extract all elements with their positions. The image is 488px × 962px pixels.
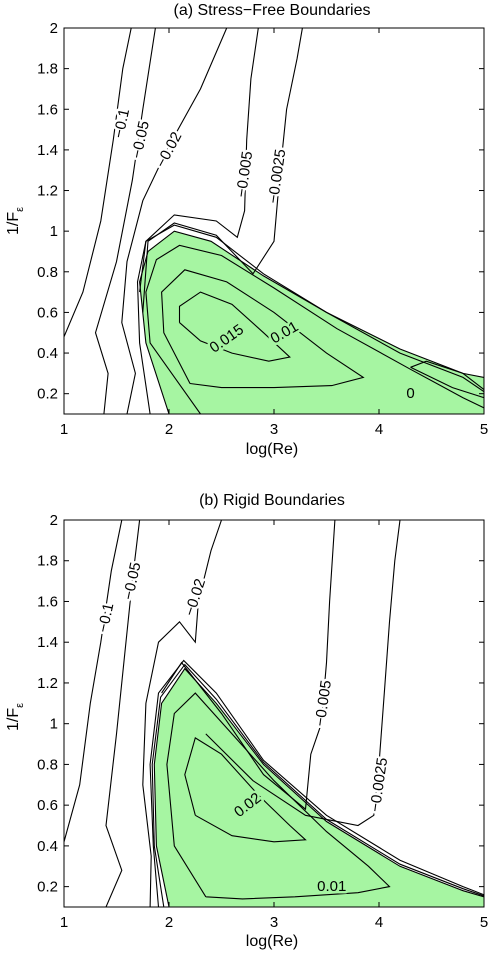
panel-a-xtick-label-4: 5 (480, 421, 488, 438)
panel-a-contour-line-6 (139, 230, 484, 414)
panel-b-contour-label-8: 0.01 (317, 878, 346, 895)
panel-b-contour-label-2: −0.02 (181, 577, 209, 618)
panel-a-xlabel: log(Re) (246, 441, 298, 458)
panel-a-ytick-label-7: 1.6 (37, 101, 58, 118)
panel-a-contour-label-3: −0.005 (233, 150, 256, 198)
panel-a-xtick-label-3: 4 (375, 421, 383, 438)
panel-b-ytick-label-3: 0.8 (37, 756, 58, 773)
panel-b-title: (b) Rigid Boundaries (199, 492, 345, 509)
panel-a-filled-region-0 (139, 231, 484, 414)
panel-b-contour-line-4 (205, 520, 401, 827)
panel-a-contour-line-2 (121, 28, 228, 414)
panel-b-ytick-label-7: 1.6 (37, 593, 58, 610)
panel-a: (a) Stress−Free Boundaries log(Re) 1/Fε … (5, 2, 488, 458)
panel-a-ytick-label-9: 2 (50, 20, 58, 37)
panel-b-ytick-label-1: 0.4 (37, 838, 58, 855)
panel-a-contour-line-5 (136, 224, 484, 414)
panel-a-ytick-label-2: 0.6 (37, 304, 58, 321)
panel-b-contour-label-0: −0.1 (95, 602, 118, 635)
panel-b: (b) Rigid Boundaries log(Re) 1/Fε −0.1−0… (5, 492, 488, 950)
panel-a-filled-region-1 (410, 361, 484, 398)
panel-a-ytick-label-6: 1.4 (37, 142, 58, 159)
panel-a-ytick-label-4: 1 (50, 223, 58, 240)
panel-b-xtick-label-2: 3 (270, 914, 278, 931)
panel-b-xtick-label-4: 5 (480, 914, 488, 931)
panel-a-contour-line-8 (145, 244, 484, 414)
panel-b-contour-line-1 (105, 520, 141, 907)
panel-a-ylabel: 1/Fε (5, 207, 26, 235)
panel-b-contour-label-4: −0.0025 (367, 757, 391, 813)
panel-b-contour-label-3: −0.005 (312, 679, 335, 727)
panel-b-contour-line-9 (184, 737, 307, 843)
panel-b-ytick-label-6: 1.4 (37, 634, 58, 651)
panel-a-contour-line-0 (64, 28, 132, 338)
panel-b-contour-label-1: −0.05 (120, 561, 145, 602)
panel-a-ytick-label-0: 0.2 (37, 386, 58, 403)
panel-b-filled-region-0 (154, 668, 484, 907)
panel-a-title: (a) Stress−Free Boundaries (174, 2, 371, 19)
panel-b-ytick-label-0: 0.2 (37, 879, 58, 896)
panel-a-xtick-label-0: 1 (60, 421, 68, 438)
panel-a-ytick-label-5: 1.2 (37, 183, 58, 200)
panel-b-ytick-label-9: 2 (50, 512, 58, 529)
panel-a-contour-line-7 (410, 360, 484, 399)
panel-a-contour-label-0: −0.1 (110, 107, 133, 140)
panel-a-contour-line-9 (161, 269, 365, 389)
panel-b-contour-line-7 (153, 667, 484, 907)
panel-b-ylabel: 1/Fε (5, 703, 26, 731)
panel-a-contour-label-4: −0.0025 (265, 148, 289, 204)
panel-b-contour-line-5 (149, 659, 484, 907)
panel-a-xtick-label-1: 2 (165, 421, 173, 438)
panel-a-ytick-label-3: 0.8 (37, 264, 58, 281)
panel-b-xtick-label-3: 4 (375, 914, 383, 931)
panel-b-plot-area (64, 520, 484, 907)
panel-b-xtick-label-1: 2 (165, 914, 173, 931)
panel-a-ytick-label-8: 1.8 (37, 61, 58, 78)
panel-b-xtick-label-0: 1 (60, 914, 68, 931)
panel-a-ytick-label-1: 0.4 (37, 345, 58, 362)
panel-b-contour-line-0 (64, 520, 123, 842)
panel-b-ytick-label-8: 1.8 (37, 553, 58, 570)
panel-b-contour-line-3 (161, 520, 336, 811)
panel-a-contour-label-6: 0 (406, 385, 414, 402)
panel-b-contour-line-6 (151, 663, 484, 907)
panel-a-contour-line-10 (178, 291, 291, 362)
panel-a-contour-label-2: −0.02 (153, 129, 186, 171)
panel-b-contour-line-2 (142, 520, 223, 907)
panel-b-ytick-label-5: 1.2 (37, 675, 58, 692)
panel-b-contour-line-8 (166, 692, 391, 900)
panel-a-contour-line-3 (139, 28, 259, 293)
panel-a-contour-line-1 (94, 28, 156, 414)
panel-b-ytick-label-2: 0.6 (37, 797, 58, 814)
panel-b-ytick-label-4: 1 (50, 716, 58, 733)
panel-a-plot-area (64, 28, 484, 414)
panel-a-xtick-label-2: 3 (270, 421, 278, 438)
panel-a-contour-label-1: −0.05 (128, 119, 153, 160)
panel-b-xlabel: log(Re) (246, 933, 298, 950)
